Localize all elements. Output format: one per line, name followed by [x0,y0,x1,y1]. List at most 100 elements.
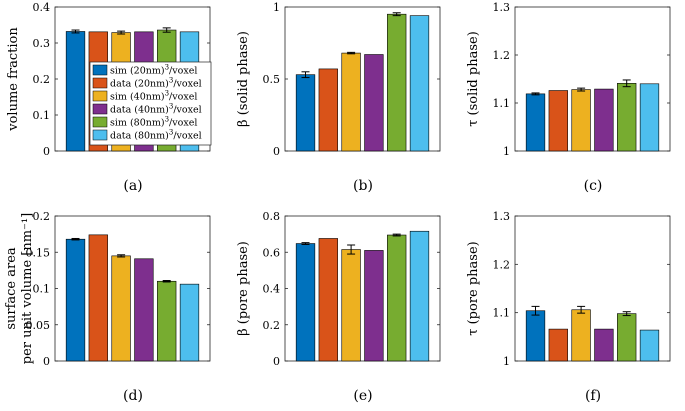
bar [318,238,338,362]
legend-entry-sup: 3 [169,103,173,111]
y-axis-label-line2: per unit volume [nm⁻¹] [20,213,35,364]
bar [134,258,154,362]
legend-entry: data (40nm)3/voxel [110,103,202,116]
y-tick-label: 1.2 [493,258,511,271]
y-tick-label: 1.1 [493,307,511,320]
panel-caption: (d) [123,388,143,404]
bar [548,328,568,362]
panel-caption: (e) [353,388,372,404]
y-axis-label: β (pore phase) [236,241,251,336]
legend-entry-sup: 3 [165,64,169,72]
bar [111,255,131,362]
y-axis-label: τ (pore phase) [466,241,481,335]
panel-caption: (a) [123,178,142,194]
y-tick-label: 0.1 [33,109,51,122]
y-tick-label: 0.2 [263,319,281,332]
y-tick-label: 0 [273,145,280,158]
panel-caption: (f) [585,388,601,404]
bar [387,13,407,152]
y-tick-label: 0.8 [263,210,281,223]
bar [387,234,407,362]
y-axis-label: volume fraction [6,27,21,132]
y-tick-label: 0 [43,145,50,158]
legend-entry-text: sim (40nm) [110,92,165,103]
legend-entry-suffix: /voxel [169,118,197,129]
y-tick-label: 0.1 [33,283,51,296]
bar [525,310,546,362]
panel-b: 0 0.5 1 β (solid phase) (b) [236,1,441,194]
legend-swatch [92,129,108,141]
y-tick-label: 1 [503,145,510,158]
legend-entry-suffix: /voxel [169,92,197,103]
panel-c: 1 1.1 1.2 1.3 τ (solid phase) (c) [466,1,671,194]
bar [364,54,384,152]
panel-caption: (c) [584,178,603,194]
legend-swatch [92,90,108,102]
y-tick-label: 0.3 [33,37,51,50]
legend-entry-suffix: /voxel [173,105,201,116]
panel-d: 0 0.05 0.1 0.15 0.2 surface area per unit volu… [4,210,211,404]
legend-entry: sim (80nm)3/voxel [110,116,197,129]
bar [617,83,637,152]
bar [617,313,637,362]
bar [409,15,430,152]
bar [157,280,177,362]
y-tick-label: 1.3 [493,210,511,223]
legend-entry: data (20nm)3/voxel [110,77,202,90]
bar [571,89,591,152]
legend-entry: data (80nm)3/voxel [110,129,202,142]
legend-swatch [92,103,108,115]
bar [341,249,361,362]
bar [639,83,660,152]
y-tick-label: 0.2 [33,73,51,86]
bar [65,238,86,362]
y-tick-label: 1 [503,355,510,368]
bar [594,328,614,362]
bar [364,250,384,362]
panel-a: 0 0.1 0.2 0.3 0.4 volume fraction (a) sim (20nm… [6,1,212,194]
y-tick-label: 0.05 [26,319,51,332]
panel-e: 0 0.2 0.4 0.6 0.8 β (pore phase) (e) [236,210,441,404]
bar [341,52,361,152]
y-axis-label: surface area [4,247,19,330]
panel-f: 1 1.1 1.2 1.3 τ (pore phase) (f) [466,210,671,404]
legend-box [89,61,212,146]
y-tick-label: 0.5 [263,73,281,86]
legend-entry-text: sim (20nm) [110,66,165,77]
bar [548,90,568,152]
legend-swatch [92,64,108,76]
legend-swatch [92,116,108,128]
bar [594,88,614,152]
legend-entry: sim (20nm)3/voxel [110,64,197,77]
panel-caption: (b) [353,178,373,194]
bar [65,31,86,152]
y-axis-label: β (solid phase) [236,31,251,127]
legend-entry-sup: 3 [165,116,169,124]
legend-entry-suffix: /voxel [169,66,197,77]
y-tick-label: 1.2 [493,49,511,62]
legend-entry-sup: 3 [169,129,173,137]
legend-swatch [92,77,108,89]
y-tick-label: 1.3 [493,1,511,14]
legend-entry-text: data (40nm) [110,105,169,116]
y-axis-label: τ (solid phase) [466,31,481,127]
legend-entry-suffix: /voxel [173,131,201,142]
y-tick-label: 0.15 [26,246,51,259]
legend-entry: sim (40nm)3/voxel [110,90,197,103]
legend-entry-text: data (80nm) [110,131,169,142]
bar [525,93,546,152]
bar [88,234,108,362]
legend-entry-text: sim (80nm) [110,118,165,129]
y-tick-label: 0.6 [263,246,281,259]
bar [295,74,316,152]
y-tick-label: 0.4 [33,1,51,14]
legend-entry-sup: 3 [169,77,173,85]
bar [179,283,200,362]
legend-entry-text: data (20nm) [110,79,169,90]
legend-entry-suffix: /voxel [173,79,201,90]
y-tick-label: 0.2 [33,210,51,223]
bar [409,230,430,362]
y-tick-label: 1 [273,1,280,14]
